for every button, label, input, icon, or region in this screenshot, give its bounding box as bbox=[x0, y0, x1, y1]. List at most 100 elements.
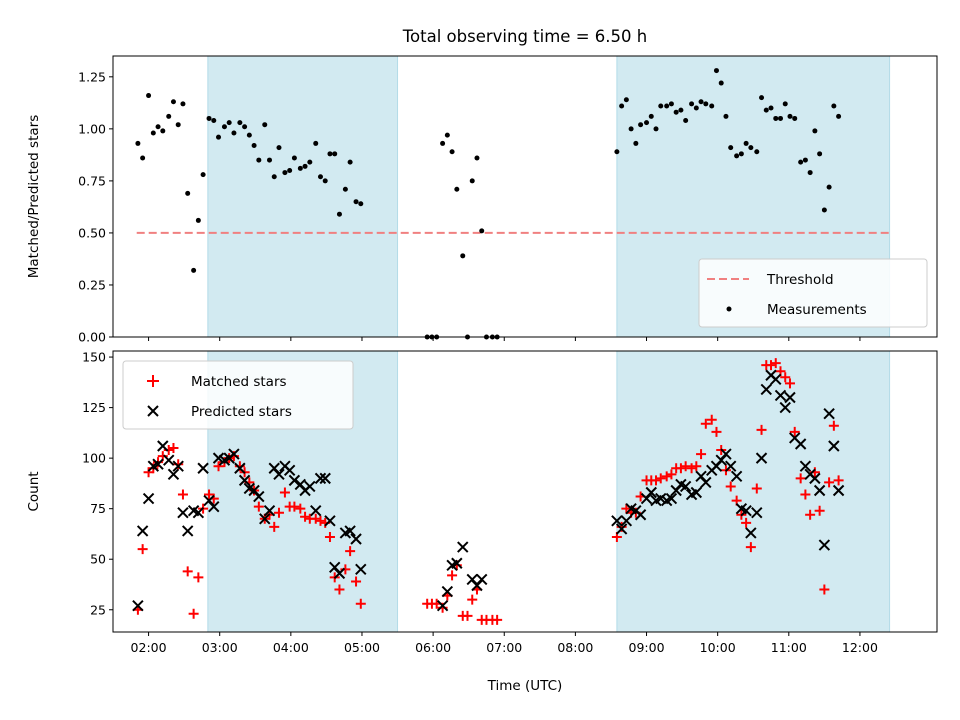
measurement-point bbox=[251, 143, 257, 149]
x-tick-label: 05:00 bbox=[344, 640, 380, 655]
predicted-star-point bbox=[355, 563, 367, 576]
predicted-star-point bbox=[645, 486, 657, 499]
measurement-point bbox=[216, 134, 222, 140]
matched-star-point bbox=[295, 503, 306, 514]
predicted-star-point bbox=[724, 460, 737, 472]
measurement-point bbox=[353, 199, 359, 205]
predicted-star-point bbox=[152, 458, 164, 470]
predicted-star-point bbox=[181, 525, 194, 537]
legend-box bbox=[698, 258, 928, 328]
measurement-point bbox=[763, 107, 769, 113]
matched-star-point bbox=[700, 418, 711, 429]
predicted-star-point bbox=[740, 504, 752, 517]
measurement-point bbox=[146, 93, 152, 99]
measurement-point bbox=[628, 126, 634, 132]
legend-predicted-swatch bbox=[147, 405, 159, 417]
matched-star-point bbox=[833, 475, 844, 486]
predicted-star-point bbox=[451, 557, 463, 569]
measurement-point bbox=[664, 103, 670, 109]
matched-star-point bbox=[751, 483, 762, 494]
measurement-point bbox=[242, 124, 248, 130]
matched-star-point bbox=[745, 542, 756, 553]
predicted-star-point bbox=[832, 484, 845, 497]
measurement-point bbox=[807, 170, 813, 176]
measurement-point bbox=[759, 95, 765, 101]
matched-star-point bbox=[310, 513, 321, 524]
measurement-point bbox=[460, 253, 466, 259]
matched-star-point bbox=[462, 610, 473, 621]
measurement-point bbox=[698, 99, 704, 105]
top-legend: Threshold Measurements bbox=[698, 258, 928, 328]
predicted-star-point bbox=[441, 585, 454, 598]
predicted-star-point bbox=[136, 525, 149, 537]
measurement-point bbox=[817, 151, 823, 157]
matched-star-point bbox=[814, 505, 825, 516]
predicted-star-point bbox=[197, 462, 209, 474]
predicted-star-point bbox=[679, 480, 692, 493]
x-tick-label: 04:00 bbox=[273, 640, 309, 655]
measurement-point bbox=[322, 178, 328, 184]
legend-label: Threshold bbox=[766, 272, 834, 288]
measurement-point bbox=[195, 217, 201, 223]
matched-star-point bbox=[279, 487, 290, 498]
predicted-star-point bbox=[634, 509, 647, 521]
measurement-point bbox=[653, 126, 659, 132]
matched-star-point bbox=[661, 471, 672, 482]
measurement-point bbox=[633, 140, 639, 146]
x-tick-label: 12:00 bbox=[842, 640, 878, 655]
matched-star-point bbox=[655, 473, 666, 484]
measurement-point bbox=[738, 151, 744, 157]
measurement-point bbox=[614, 149, 620, 155]
predicted-star-point bbox=[813, 484, 826, 497]
matched-star-point bbox=[828, 420, 839, 431]
predicted-star-point bbox=[273, 468, 285, 481]
measurement-point bbox=[479, 228, 485, 234]
measurement-point bbox=[703, 101, 709, 107]
predicted-star-point bbox=[259, 513, 271, 525]
y-tick-label: 0.50 bbox=[78, 225, 106, 240]
measurement-point bbox=[347, 159, 353, 165]
matched-star-point bbox=[770, 358, 781, 369]
matched-star-point bbox=[188, 608, 199, 619]
x-tick-label: 02:00 bbox=[131, 640, 167, 655]
matched-star-point bbox=[253, 501, 264, 512]
measurement-point bbox=[211, 118, 217, 124]
matched-star-point bbox=[800, 489, 811, 500]
measurement-point bbox=[206, 115, 212, 121]
predicted-star-point bbox=[745, 527, 757, 539]
measurement-point bbox=[469, 178, 475, 184]
y-tick-label: 75 bbox=[90, 501, 106, 516]
measurement-point bbox=[836, 113, 842, 119]
measurement-point bbox=[150, 130, 156, 136]
matched-star-point bbox=[680, 461, 691, 472]
predicted-star-point bbox=[192, 507, 205, 519]
measurement-point bbox=[792, 115, 798, 121]
x-tick-label: 03:00 bbox=[202, 640, 238, 655]
measurement-point bbox=[297, 165, 303, 171]
predicted-star-point bbox=[167, 468, 180, 481]
predicted-star-point bbox=[751, 507, 763, 519]
measurement-point bbox=[754, 149, 760, 155]
predicted-star-point bbox=[818, 539, 831, 551]
measurement-point bbox=[693, 105, 699, 111]
measurement-point bbox=[271, 174, 277, 180]
matched-star-point bbox=[805, 509, 816, 520]
predicted-star-point bbox=[319, 472, 331, 485]
measurement-point bbox=[673, 109, 679, 115]
measurement-point bbox=[246, 132, 252, 138]
predicted-star-point bbox=[620, 515, 633, 527]
matched-star-point bbox=[193, 572, 204, 583]
matched-star-point bbox=[686, 463, 697, 474]
measurement-point bbox=[743, 140, 749, 146]
predicted-star-point bbox=[665, 492, 678, 505]
predicted-star-point bbox=[823, 407, 835, 420]
measurement-point bbox=[291, 155, 297, 161]
legend-label: Predicted stars bbox=[191, 404, 292, 420]
matched-star-point bbox=[177, 489, 188, 500]
matched-star-point bbox=[334, 584, 345, 595]
y-tick-label: 0.75 bbox=[78, 173, 106, 188]
predicted-star-point bbox=[784, 391, 796, 404]
measurement-point bbox=[221, 124, 227, 130]
predicted-star-point bbox=[238, 474, 251, 487]
matched-star-point bbox=[345, 546, 356, 557]
